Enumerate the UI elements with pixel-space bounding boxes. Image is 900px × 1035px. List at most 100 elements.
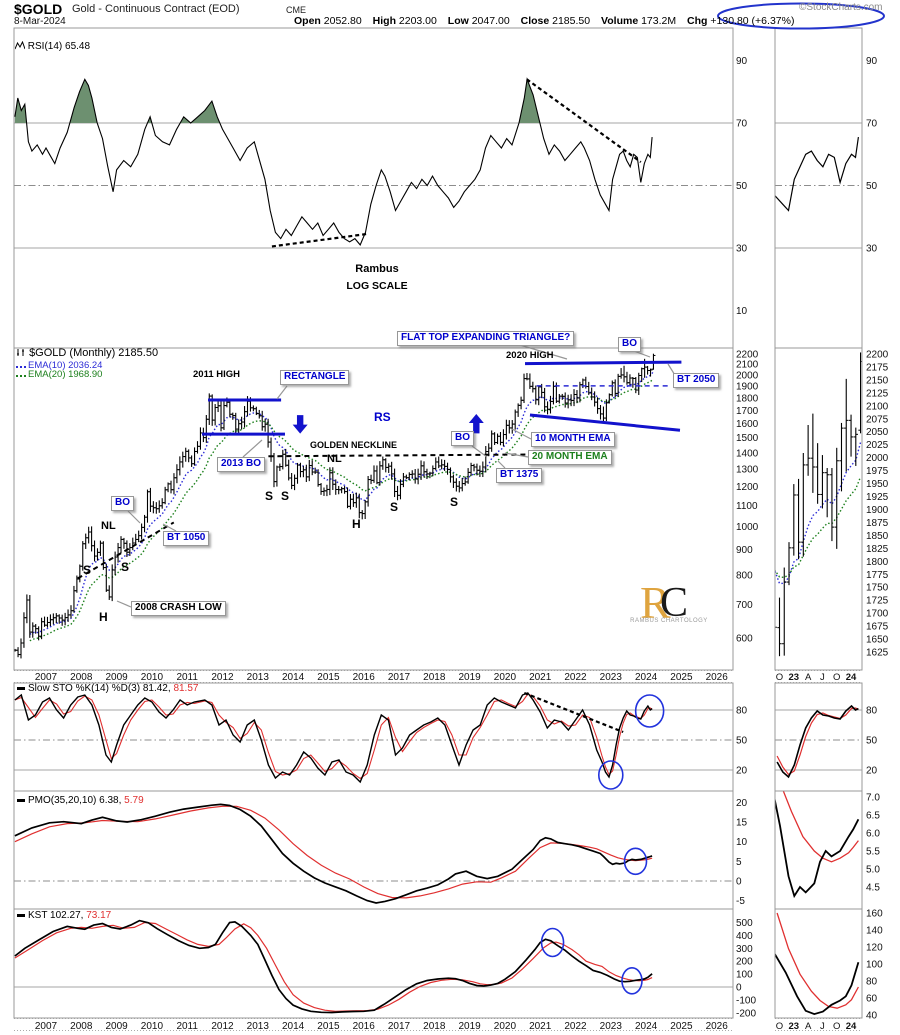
svg-text:2020: 2020	[494, 1021, 517, 1032]
svg-text:2011: 2011	[176, 672, 198, 683]
svg-text:200: 200	[736, 957, 753, 968]
svg-text:-5: -5	[736, 896, 745, 907]
svg-text:1825: 1825	[866, 544, 889, 555]
kst-legend-text: KST 102.27,	[28, 910, 84, 921]
callout-bo-left: BO	[111, 496, 134, 511]
svg-text:1775: 1775	[866, 570, 889, 581]
annotation-rs: RS	[374, 410, 391, 424]
logo-letter-r: R	[640, 577, 671, 628]
svg-text:2021: 2021	[529, 1021, 552, 1032]
svg-text:2009: 2009	[105, 672, 128, 683]
svg-text:140: 140	[866, 926, 883, 937]
svg-text:2200: 2200	[736, 350, 759, 361]
svg-text:50: 50	[736, 736, 748, 747]
svg-text:20: 20	[736, 798, 748, 809]
svg-text:2013: 2013	[247, 1021, 270, 1032]
svg-text:20: 20	[736, 766, 748, 777]
svg-text:1200: 1200	[736, 482, 759, 493]
svg-text:10: 10	[736, 306, 748, 317]
svg-text:100: 100	[736, 970, 753, 981]
pmo-legend: PMO(35,20,10) 6.38, 5.79	[17, 795, 144, 807]
svg-text:2024: 2024	[635, 1021, 658, 1032]
price-legend-text: $GOLD (Monthly) 2185.50	[29, 347, 159, 359]
svg-text:O: O	[833, 1021, 840, 1032]
svg-text:A: A	[805, 1021, 812, 1032]
svg-text:2022: 2022	[564, 672, 587, 683]
svg-text:2018: 2018	[423, 1021, 446, 1032]
callout-bt-1375: BT 1375	[496, 468, 543, 483]
svg-text:1750: 1750	[866, 583, 889, 594]
logo-letter-c: C	[660, 580, 689, 626]
svg-text:1975: 1975	[866, 466, 889, 477]
svg-text:1500: 1500	[736, 433, 759, 444]
svg-text:2000: 2000	[866, 453, 889, 464]
svg-text:2011: 2011	[176, 1021, 198, 1032]
svg-text:0: 0	[736, 983, 742, 994]
svg-text:900: 900	[736, 545, 753, 556]
kst-legend: KST 102.27, 73.17	[17, 910, 112, 922]
svg-text:70: 70	[866, 119, 878, 130]
ema20-dots-icon	[16, 368, 26, 377]
high-label: High	[372, 15, 396, 27]
annotation-s: S	[450, 495, 459, 509]
svg-text:2100: 2100	[866, 401, 889, 412]
close-label: Close	[520, 15, 550, 27]
callout-20-month-ema: 20 MONTH EMA	[528, 450, 612, 465]
svg-text:2025: 2025	[670, 1021, 693, 1032]
series-swatch	[17, 799, 25, 802]
svg-text:120: 120	[866, 943, 883, 954]
annotation-h: H	[352, 517, 361, 531]
svg-text:50: 50	[736, 181, 748, 192]
svg-text:23: 23	[789, 1021, 800, 1032]
series-swatch	[17, 914, 25, 917]
svg-text:1650: 1650	[866, 635, 889, 646]
svg-text:50: 50	[866, 736, 878, 747]
price-chart-icon	[17, 349, 24, 356]
svg-text:2050: 2050	[866, 427, 889, 438]
svg-text:2026: 2026	[706, 672, 729, 683]
logo-caption: RAMBUS CHARTOLOGY	[630, 618, 708, 624]
svg-text:6.5: 6.5	[866, 811, 880, 822]
svg-text:15: 15	[736, 818, 748, 829]
open-value: 2052.80	[323, 15, 362, 27]
ema10-legend: EMA(10) 2036.24	[16, 359, 102, 371]
svg-text:O: O	[776, 672, 783, 683]
callout-rectangle: RECTANGLE	[280, 370, 350, 385]
svg-text:2017: 2017	[388, 1021, 411, 1032]
svg-text:1300: 1300	[736, 464, 759, 475]
kst-legend-red: 73.17	[86, 910, 112, 921]
svg-text:1400: 1400	[736, 448, 759, 459]
ema10-dots-icon	[16, 359, 26, 368]
rsi-legend-text: RSI(14) 65.48	[27, 41, 91, 52]
svg-text:2100: 2100	[736, 360, 759, 371]
annotation-s: S	[83, 563, 92, 577]
svg-text:23: 23	[789, 672, 800, 683]
svg-text:-200: -200	[736, 1008, 756, 1019]
svg-text:1900: 1900	[736, 382, 759, 393]
annotation-2011-high: 2011 HIGH	[193, 369, 240, 380]
svg-text:1925: 1925	[866, 492, 889, 503]
svg-text:2008: 2008	[70, 672, 93, 683]
svg-text:2022: 2022	[564, 1021, 587, 1032]
svg-text:2024: 2024	[635, 672, 658, 683]
svg-text:50: 50	[866, 181, 878, 192]
annotation-s: S	[390, 500, 399, 514]
svg-text:2020: 2020	[494, 672, 517, 683]
svg-text:24: 24	[846, 1021, 857, 1032]
svg-text:2019: 2019	[458, 672, 481, 683]
ema20-legend-text: EMA(20) 1968.90	[28, 369, 103, 380]
indicator-icon	[14, 40, 26, 50]
close-value: 2185.50	[552, 15, 591, 27]
low-value: 2047.00	[471, 15, 510, 27]
annotation-nl-left: NL	[101, 520, 116, 532]
svg-text:2012: 2012	[211, 672, 234, 683]
svg-text:2025: 2025	[670, 672, 693, 683]
annotation-s: S	[265, 489, 274, 503]
rambus-chartology-logo: R C RAMBUS CHARTOLOGY	[626, 576, 712, 630]
svg-text:1700: 1700	[866, 609, 889, 620]
callout-2013-bo: 2013 BO	[217, 457, 266, 472]
svg-text:2014: 2014	[282, 1021, 305, 1032]
svg-text:1950: 1950	[866, 479, 889, 490]
